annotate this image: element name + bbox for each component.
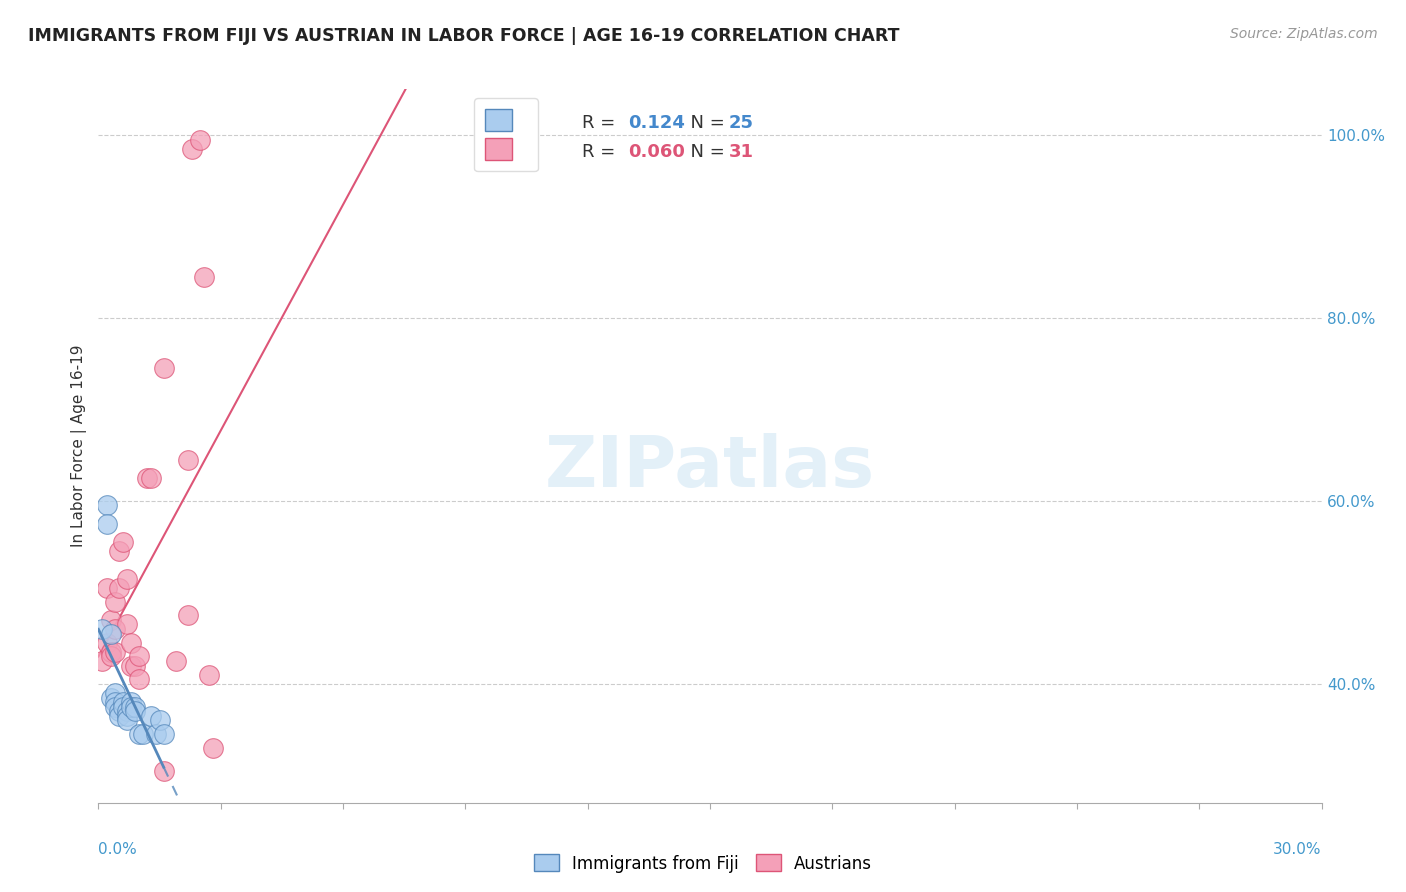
- Point: [104, 686, 127, 700]
- Point: [128, 727, 150, 741]
- Point: [141, 471, 163, 485]
- Point: [115, 714, 138, 728]
- Text: R =: R =: [582, 114, 620, 132]
- Point: [193, 269, 215, 284]
- Point: [108, 704, 131, 718]
- Point: [128, 673, 150, 687]
- Point: [115, 572, 138, 586]
- Point: [152, 361, 174, 376]
- Point: [120, 695, 142, 709]
- Point: [108, 709, 131, 723]
- Text: 30.0%: 30.0%: [1274, 842, 1322, 857]
- Point: [201, 740, 224, 755]
- Text: 25: 25: [728, 114, 754, 132]
- Point: [111, 699, 134, 714]
- Point: [115, 704, 138, 718]
- Point: [96, 581, 118, 595]
- Point: [152, 727, 174, 741]
- Legend: , : ,: [474, 98, 537, 171]
- Point: [115, 709, 138, 723]
- Point: [108, 581, 131, 595]
- Point: [100, 649, 122, 664]
- Point: [104, 695, 127, 709]
- Point: [120, 636, 142, 650]
- Point: [96, 516, 118, 531]
- Text: 0.124: 0.124: [628, 114, 685, 132]
- Y-axis label: In Labor Force | Age 16-19: In Labor Force | Age 16-19: [72, 344, 87, 548]
- Point: [91, 622, 114, 636]
- Point: [136, 471, 159, 485]
- Point: [100, 645, 122, 659]
- Text: 0.060: 0.060: [628, 143, 685, 161]
- Text: Source: ZipAtlas.com: Source: ZipAtlas.com: [1230, 27, 1378, 41]
- Point: [165, 654, 187, 668]
- Point: [120, 699, 142, 714]
- Point: [104, 622, 127, 636]
- Point: [111, 535, 134, 549]
- Point: [108, 544, 131, 558]
- Text: N =: N =: [679, 114, 731, 132]
- Point: [124, 658, 146, 673]
- Point: [152, 764, 174, 778]
- Point: [197, 667, 219, 681]
- Point: [96, 499, 118, 513]
- Point: [141, 709, 163, 723]
- Point: [132, 727, 155, 741]
- Point: [124, 704, 146, 718]
- Text: 0.0%: 0.0%: [98, 842, 138, 857]
- Point: [128, 649, 150, 664]
- Text: IMMIGRANTS FROM FIJI VS AUSTRIAN IN LABOR FORCE | AGE 16-19 CORRELATION CHART: IMMIGRANTS FROM FIJI VS AUSTRIAN IN LABO…: [28, 27, 900, 45]
- Point: [177, 452, 200, 467]
- Text: N =: N =: [679, 143, 731, 161]
- Text: ZIPatlas: ZIPatlas: [546, 433, 875, 502]
- Point: [96, 636, 118, 650]
- Point: [149, 714, 172, 728]
- Legend: Immigrants from Fiji, Austrians: Immigrants from Fiji, Austrians: [527, 847, 879, 880]
- Point: [104, 645, 127, 659]
- Text: 31: 31: [728, 143, 754, 161]
- Point: [115, 617, 138, 632]
- Point: [181, 142, 204, 156]
- Point: [111, 695, 134, 709]
- Text: R =: R =: [582, 143, 620, 161]
- Point: [100, 690, 122, 705]
- Point: [145, 727, 167, 741]
- Point: [104, 699, 127, 714]
- Point: [100, 626, 122, 640]
- Point: [100, 613, 122, 627]
- Point: [177, 608, 200, 623]
- Point: [124, 699, 146, 714]
- Point: [120, 658, 142, 673]
- Point: [188, 132, 212, 146]
- Point: [104, 594, 127, 608]
- Point: [91, 654, 114, 668]
